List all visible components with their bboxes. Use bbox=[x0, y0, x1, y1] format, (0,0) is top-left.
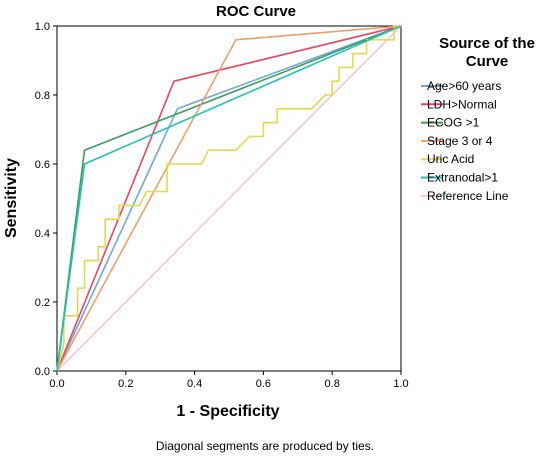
x-tick-label: 0.4 bbox=[187, 378, 202, 390]
series-line-extranodal-1 bbox=[56, 25, 402, 372]
footnote: Diagonal segments are produced by ties. bbox=[156, 439, 374, 453]
x-tick-label: 0.8 bbox=[325, 378, 340, 390]
x-tick-label: 0.0 bbox=[49, 378, 64, 390]
legend-label-stage-3-or-4: Stage 3 or 4 bbox=[427, 134, 493, 148]
legend-label-ldh-normal: LDH>Normal bbox=[427, 97, 497, 111]
y-tick-label: 0.6 bbox=[35, 159, 50, 171]
y-tick-label: 0.2 bbox=[35, 297, 50, 309]
legend-items: Age>60 years LDH>Normal ECOG >1 Stage 3 or … bbox=[421, 79, 509, 203]
series-line-uric-acid bbox=[56, 25, 401, 372]
legend-title-line-1: Source of the bbox=[439, 35, 535, 52]
series-lines bbox=[56, 25, 402, 372]
y-tick-label: 0.0 bbox=[35, 366, 50, 378]
legend-label-reference-line: Reference Line bbox=[427, 189, 509, 203]
x-tick-label: 1.0 bbox=[393, 378, 408, 390]
x-tick-label: 0.2 bbox=[118, 378, 133, 390]
legend-title-line-2: Curve bbox=[466, 53, 509, 70]
x-axis-ticks: 0.0 0.2 0.4 0.6 0.8 1.0 bbox=[49, 371, 409, 390]
chart-title: ROC Curve bbox=[216, 3, 296, 20]
y-tick-label: 1.0 bbox=[35, 21, 50, 33]
y-tick-label: 0.8 bbox=[35, 90, 50, 102]
series-line-ldh-normal bbox=[56, 25, 402, 372]
legend-label-extranodal-1: Extranodal>1 bbox=[427, 171, 498, 185]
x-tick-label: 0.6 bbox=[256, 378, 271, 390]
series-line-stage-3-or-4 bbox=[56, 25, 402, 372]
y-tick-label: 0.4 bbox=[35, 228, 50, 240]
legend-label-uric-acid: Uric Acid bbox=[427, 152, 474, 166]
y-axis-ticks: 0.0 0.2 0.4 0.6 0.8 1.0 bbox=[35, 21, 57, 378]
legend-label-age-60-years: Age>60 years bbox=[427, 79, 501, 93]
y-axis-title: Sensitivity bbox=[3, 158, 20, 238]
x-axis-title: 1 - Specificity bbox=[176, 403, 279, 420]
legend-label-ecog-1: ECOG >1 bbox=[427, 116, 480, 130]
series-line-age-60-years bbox=[56, 25, 402, 372]
series-line-reference-line bbox=[56, 25, 402, 372]
legend: Source of the Curve Age>60 years LDH>Norm… bbox=[421, 35, 535, 203]
